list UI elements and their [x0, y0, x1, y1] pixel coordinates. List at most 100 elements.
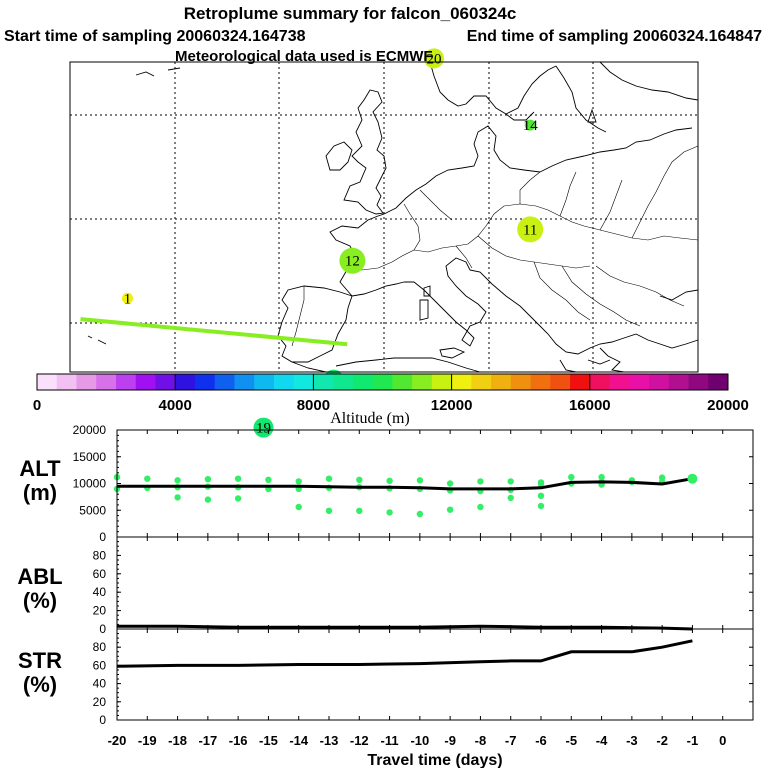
alt-y-tick-label: 20000	[73, 423, 107, 437]
cluster-marker	[122, 292, 133, 304]
altitude-colorbar: 0 4000 8000 12000 16000 20000 Altitude (m)	[33, 373, 749, 427]
alt-plot	[113, 430, 724, 537]
x-axis-title: Travel time (days)	[367, 752, 502, 768]
abl-plot	[116, 537, 724, 631]
colorbar-cell	[194, 374, 216, 390]
alt-scatter-point	[598, 473, 605, 481]
cluster-label: 19	[256, 421, 271, 437]
x-tick-label: -3	[626, 733, 638, 748]
alt-scatter-point	[568, 473, 575, 481]
colorbar-cell	[688, 374, 709, 390]
colorbar-cell	[273, 374, 295, 390]
colorbar-cell	[115, 374, 137, 390]
x-tick-label: -12	[350, 733, 369, 748]
colorbar-cell	[649, 374, 670, 390]
str-unit: (%)	[23, 672, 57, 697]
str-y-tick-label: 80	[93, 640, 107, 654]
alt-y-tick-label: 0	[99, 530, 106, 544]
country-borders	[291, 145, 699, 347]
colorbar-cell	[155, 374, 176, 390]
cluster-marker	[524, 119, 536, 131]
abl-label: ABL	[17, 564, 62, 589]
alt-y-tick-label: 15000	[73, 450, 107, 464]
alt-scatter-point	[325, 507, 333, 514]
x-tick-label: -18	[168, 733, 187, 748]
alt-scatter-point	[477, 478, 484, 485]
colorbar-tick-label: 0	[33, 397, 41, 414]
str-y-tick-label: 40	[93, 677, 107, 691]
met-data-label: Meteorological data used is ECMWF	[175, 48, 433, 65]
x-tick-label: -16	[229, 733, 248, 748]
x-tick-label: -2	[656, 733, 668, 748]
x-tick-label: 0	[719, 733, 726, 748]
x-tick-label: -11	[381, 733, 399, 748]
cluster-marker	[424, 48, 444, 69]
x-tick-label: -6	[535, 733, 547, 748]
colorbar-cells	[37, 374, 729, 390]
start-time-label: Start time of sampling 20060324.164738	[4, 28, 306, 45]
abl-unit: (%)	[23, 588, 57, 613]
colorbar-cell	[510, 374, 531, 390]
str-y-ticks: 0 20 40 60 80	[93, 628, 753, 727]
alt-scatter-point	[234, 495, 242, 502]
abl-y-tick-label: 40	[93, 585, 107, 599]
colorbar-cell	[491, 374, 512, 390]
colorbar-cell	[708, 374, 729, 390]
str-y-tick-label: 0	[99, 713, 106, 727]
alt-scatter-point	[477, 503, 484, 511]
colorbar-cell	[56, 374, 77, 390]
x-tick-label: -10	[410, 733, 429, 748]
colorbar-tick-label: 4000	[159, 397, 192, 414]
cluster-label: 14	[523, 118, 539, 134]
colorbar-ticks: 0 4000 8000 12000 16000 20000	[33, 374, 749, 414]
x-tick-label: -5	[566, 733, 578, 748]
x-tick-label: -17	[198, 733, 217, 748]
alt-scatter-point	[386, 509, 393, 516]
colorbar-cell	[37, 374, 58, 390]
x-tick-label: -20	[108, 733, 127, 748]
alt-scatter-point	[416, 477, 424, 484]
alt-scatter-point	[507, 478, 514, 485]
end-time-label: End time of sampling 20060324.164847	[467, 28, 762, 45]
plume-track	[80, 317, 348, 347]
alt-scatter-point	[234, 475, 242, 482]
alt-unit: (m)	[23, 480, 57, 505]
alt-scatter-point	[537, 492, 545, 499]
alt-scatter-point	[204, 496, 212, 503]
alt-end-point	[687, 473, 698, 484]
x-tick-label: -14	[289, 733, 309, 748]
alt-scatter-point	[174, 494, 181, 501]
colorbar-cell	[629, 374, 650, 390]
alt-scatter-point	[265, 476, 272, 483]
colorbar-cell	[135, 374, 156, 390]
alt-y-tick-label: 5000	[79, 503, 106, 517]
alt-scatter-point	[174, 477, 181, 484]
alt-scatter-point	[356, 476, 363, 483]
colorbar-cell	[372, 374, 393, 390]
x-tick-label: -1	[687, 733, 699, 748]
abl-y-tick-label: 0	[99, 622, 106, 636]
colorbar-cell	[352, 374, 374, 390]
colorbar-cell	[431, 374, 452, 390]
alt-scatter-point	[507, 494, 514, 502]
colorbar-cell	[76, 374, 97, 390]
colorbar-cell	[96, 374, 117, 390]
cluster-marker	[517, 216, 544, 243]
alt-scatter-point	[537, 502, 545, 510]
str-y-tick-label: 60	[93, 658, 107, 672]
map-frame	[69, 61, 699, 373]
figure-title: Retroplume summary for falcon_060324c	[184, 4, 517, 23]
abl-series-line	[117, 624, 693, 631]
x-tick-label: -8	[475, 733, 487, 748]
cluster-label: 20	[427, 51, 442, 67]
colorbar-cell	[668, 374, 689, 390]
str-series-line	[116, 639, 693, 668]
str-y-tick-label: 20	[93, 695, 107, 709]
alt-label: ALT	[19, 456, 61, 481]
colorbar-cell	[451, 374, 472, 390]
alt-scatter-point	[295, 478, 302, 485]
map-panel: 1191312201411	[69, 48, 699, 438]
map-grid	[70, 62, 698, 372]
colorbar-tick-label: 16000	[569, 397, 611, 414]
